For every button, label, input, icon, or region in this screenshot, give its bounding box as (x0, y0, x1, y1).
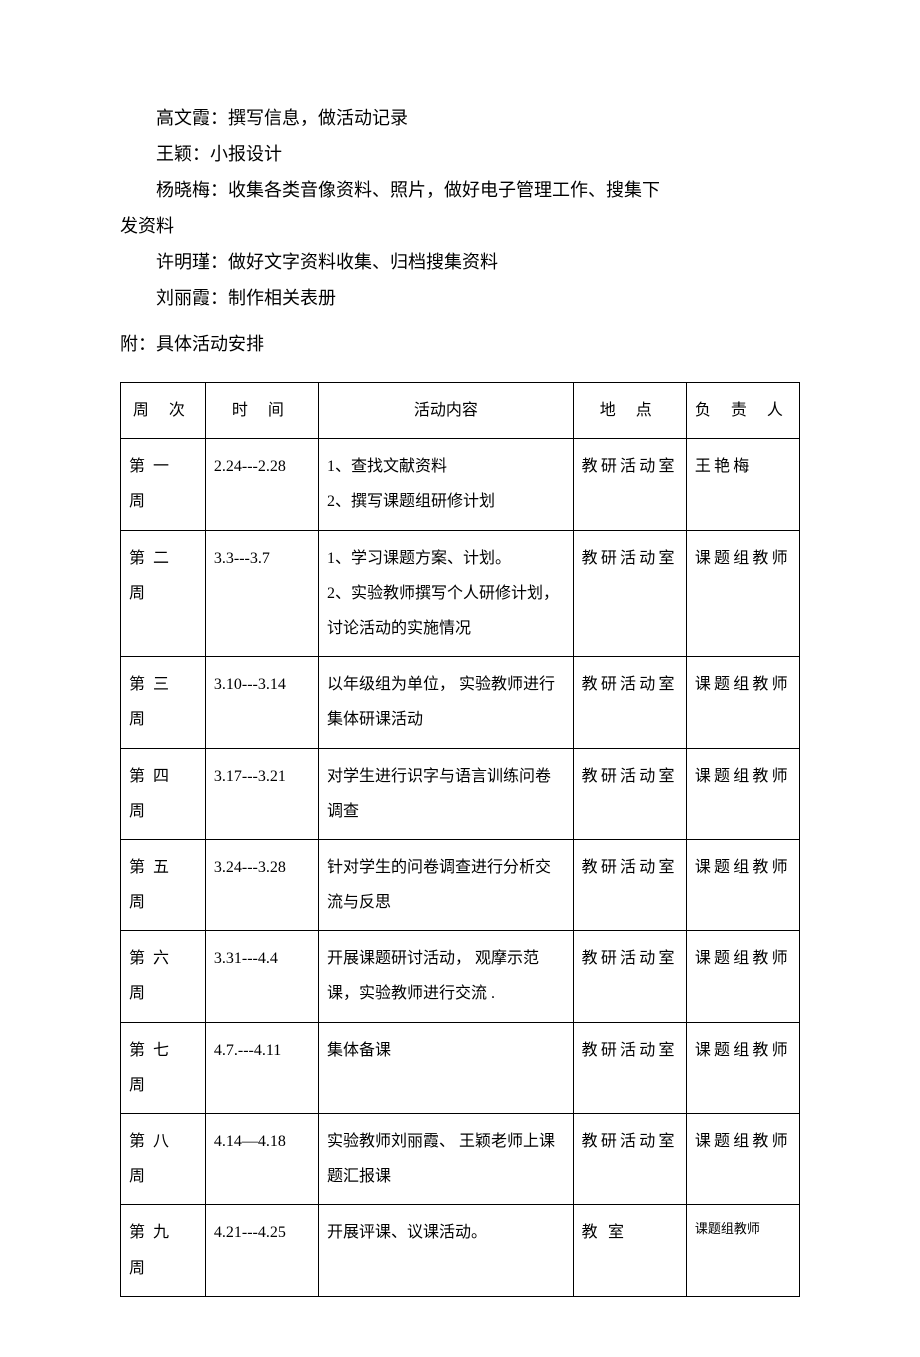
cell-location: 教研活动室 (573, 748, 686, 839)
cell-location: 教研活动室 (573, 657, 686, 748)
header-location: 地 点 (573, 383, 686, 439)
cell-week: 第三周 (121, 657, 206, 748)
cell-week: 第五周 (121, 839, 206, 930)
cell-week: 第七周 (121, 1022, 206, 1113)
cell-content: 开展课题研讨活动， 观摩示范课，实验教师进行交流 . (319, 931, 574, 1022)
cell-person: 课题组教师 (686, 1205, 799, 1296)
cell-week: 第四周 (121, 748, 206, 839)
table-row: 第八周4.14—4.18实验教师刘丽霞、 王颖老师上课题汇报课教研活动室课题组教… (121, 1114, 800, 1205)
table-row: 第一周2.24---2.281、查找文献资料 2、撰写课题组研修计划教研活动室王… (121, 439, 800, 530)
cell-location: 教研活动室 (573, 931, 686, 1022)
cell-time: 3.31---4.4 (205, 931, 318, 1022)
paragraph-text: 许明瑾：做好文字资料收集、归档搜集资料 (120, 244, 800, 280)
cell-week: 第九周 (121, 1205, 206, 1296)
cell-location: 教研活动室 (573, 839, 686, 930)
cell-week: 第二周 (121, 530, 206, 657)
paragraph-list: 高文霞：撰写信息，做活动记录王颖：小报设计杨晓梅：收集各类音像资料、照片，做好电… (120, 100, 800, 316)
cell-person: 课题组教师 (686, 1022, 799, 1113)
cell-person: 课题组教师 (686, 931, 799, 1022)
cell-time: 3.10---3.14 (205, 657, 318, 748)
paragraph-text: 高文霞：撰写信息，做活动记录 (120, 100, 800, 136)
cell-time: 3.17---3.21 (205, 748, 318, 839)
cell-content: 集体备课 (319, 1022, 574, 1113)
table-row: 第九周4.21---4.25开展评课、议课活动。教 室课题组教师 (121, 1205, 800, 1296)
cell-location: 教研活动室 (573, 530, 686, 657)
cell-time: 4.7.---4.11 (205, 1022, 318, 1113)
cell-time: 2.24---2.28 (205, 439, 318, 530)
table-row: 第二周3.3---3.71、学习课题方案、计划。 2、实验教师撰写个人研修计划，… (121, 530, 800, 657)
table-row: 第七周4.7.---4.11集体备课教研活动室课题组教师 (121, 1022, 800, 1113)
cell-time: 4.14—4.18 (205, 1114, 318, 1205)
schedule-table: 周 次 时 间 活动内容 地 点 负 责 人 第一周2.24---2.281、查… (120, 382, 800, 1297)
table-row: 第三周3.10---3.14以年级组为单位， 实验教师进行集体研课活动教研活动室… (121, 657, 800, 748)
cell-content: 1、查找文献资料 2、撰写课题组研修计划 (319, 439, 574, 530)
cell-person: 课题组教师 (686, 839, 799, 930)
cell-time: 4.21---4.25 (205, 1205, 318, 1296)
cell-content: 实验教师刘丽霞、 王颖老师上课题汇报课 (319, 1114, 574, 1205)
table-header-row: 周 次 时 间 活动内容 地 点 负 责 人 (121, 383, 800, 439)
cell-location: 教研活动室 (573, 1114, 686, 1205)
table-row: 第五周3.24---3.28针对学生的问卷调查进行分析交流与反思教研活动室课题组… (121, 839, 800, 930)
cell-person: 课题组教师 (686, 657, 799, 748)
cell-person: 课题组教师 (686, 748, 799, 839)
cell-content: 以年级组为单位， 实验教师进行集体研课活动 (319, 657, 574, 748)
cell-content: 对学生进行识字与语言训练问卷调查 (319, 748, 574, 839)
section-title: 附：具体活动安排 (120, 326, 800, 362)
paragraph-text: 王颖：小报设计 (120, 136, 800, 172)
header-person: 负 责 人 (686, 383, 799, 439)
cell-time: 3.24---3.28 (205, 839, 318, 930)
header-week: 周 次 (121, 383, 206, 439)
paragraph-text: 杨晓梅：收集各类音像资料、照片，做好电子管理工作、搜集下 (120, 172, 800, 208)
table-row: 第四周3.17---3.21对学生进行识字与语言训练问卷调查教研活动室课题组教师 (121, 748, 800, 839)
cell-content: 1、学习课题方案、计划。 2、实验教师撰写个人研修计划，讨论活动的实施情况 (319, 530, 574, 657)
cell-person: 王艳梅 (686, 439, 799, 530)
header-time: 时 间 (205, 383, 318, 439)
cell-content: 针对学生的问卷调查进行分析交流与反思 (319, 839, 574, 930)
cell-location: 教研活动室 (573, 1022, 686, 1113)
cell-person: 课题组教师 (686, 530, 799, 657)
cell-week: 第八周 (121, 1114, 206, 1205)
cell-location: 教研活动室 (573, 439, 686, 530)
table-row: 第六周3.31---4.4开展课题研讨活动， 观摩示范课，实验教师进行交流 .教… (121, 931, 800, 1022)
cell-time: 3.3---3.7 (205, 530, 318, 657)
paragraph-text: 发资料 (120, 208, 800, 244)
cell-person: 课题组教师 (686, 1114, 799, 1205)
cell-week: 第六周 (121, 931, 206, 1022)
paragraph-text: 刘丽霞：制作相关表册 (120, 280, 800, 316)
header-content: 活动内容 (319, 383, 574, 439)
table-body: 第一周2.24---2.281、查找文献资料 2、撰写课题组研修计划教研活动室王… (121, 439, 800, 1297)
cell-location: 教 室 (573, 1205, 686, 1296)
cell-week: 第一周 (121, 439, 206, 530)
cell-content: 开展评课、议课活动。 (319, 1205, 574, 1296)
